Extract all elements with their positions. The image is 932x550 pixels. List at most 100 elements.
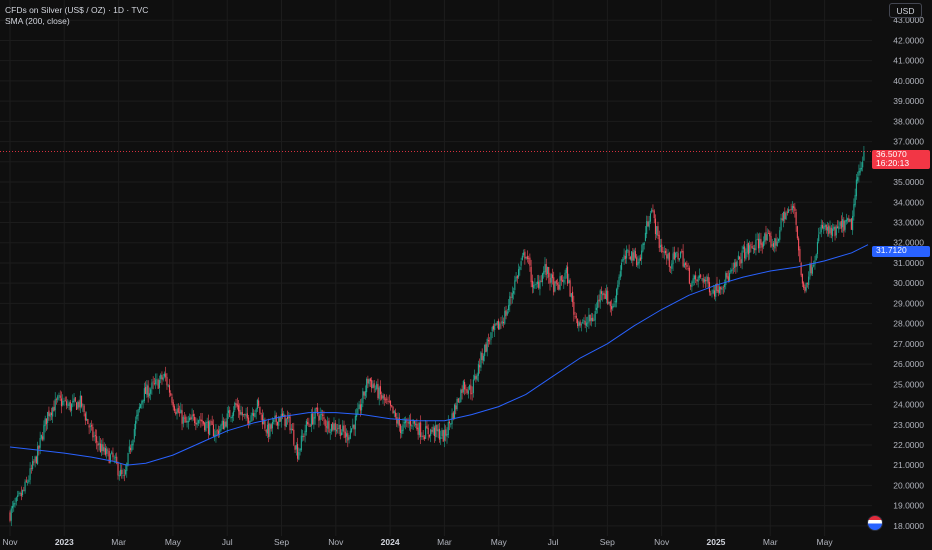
candle-body (847, 218, 849, 221)
candle-body (345, 433, 348, 437)
candle-body (77, 402, 79, 409)
candle-body (382, 395, 384, 399)
candle-body (264, 420, 266, 429)
candle-body (65, 401, 68, 406)
candle-body (466, 389, 468, 393)
candle-body (259, 406, 261, 414)
candle-body (288, 415, 290, 419)
candle-body (165, 373, 167, 378)
candle-body (420, 422, 422, 437)
candle-body (352, 424, 354, 428)
candle-body (411, 425, 413, 427)
candle-body (387, 400, 389, 402)
candle-body (529, 257, 531, 266)
candle-body (130, 447, 132, 451)
last-price-value: 36.5070 (876, 149, 907, 159)
candle-body (35, 456, 37, 464)
candle-body (146, 384, 148, 395)
candle-body (126, 463, 128, 472)
candle-body (480, 352, 482, 368)
us-flag-icon[interactable] (867, 515, 883, 531)
candle-body (128, 446, 130, 452)
sma-indicator-legend[interactable]: SMA (200, close) (5, 16, 70, 26)
candle-body (83, 405, 85, 413)
candle-body (227, 410, 230, 413)
candle-body (602, 293, 604, 296)
candle-body (269, 423, 271, 437)
candle-body (329, 432, 331, 433)
candle-body (119, 469, 122, 476)
candle-body (16, 495, 19, 497)
candle-body (73, 398, 75, 403)
candle-body (13, 503, 15, 507)
candle-body (734, 262, 736, 269)
candle-body (839, 222, 841, 226)
time-axis[interactable]: Nov 2023 Mar May Jul Sep Nov 2024 Mar May Jul Sep No… (2, 537, 833, 547)
x-tick-label: Nov (2, 537, 18, 547)
candle-body (24, 481, 26, 492)
candle-body (268, 423, 270, 438)
candle-body (408, 421, 410, 424)
candle-body (788, 209, 790, 213)
candle-body (305, 420, 307, 433)
candle-body (431, 430, 433, 432)
x-tick-label: Mar (111, 537, 126, 547)
currency-button[interactable]: USD (889, 3, 922, 18)
candle-body (18, 493, 20, 495)
candle-body (829, 226, 831, 233)
candle-body (298, 452, 300, 460)
candle-body (732, 268, 734, 269)
y-tick-label: 42.0000 (893, 35, 924, 45)
candle-body (383, 394, 385, 400)
candle-body (369, 378, 371, 382)
candle-body (668, 252, 670, 267)
candle-body (160, 374, 162, 380)
price-axis[interactable]: 18.0000 19.0000 20.0000 21.0000 22.0000 23.00… (893, 15, 924, 531)
candle-body (107, 449, 109, 451)
sma-line (9, 244, 869, 466)
candle-body (598, 299, 600, 302)
candle-body (448, 421, 451, 424)
candle-body (45, 418, 47, 425)
candle-body (199, 419, 201, 421)
candle-body (484, 344, 486, 356)
candle-body (524, 251, 526, 259)
candle-body (486, 338, 488, 352)
candle-body (330, 424, 333, 432)
candle-body (319, 414, 321, 420)
candle-body (638, 258, 640, 264)
grid-lines (0, 0, 872, 536)
candle-body (764, 233, 766, 242)
candle-body (147, 385, 149, 398)
candle-body (320, 414, 322, 416)
candle-body (23, 489, 25, 491)
candle-body (816, 241, 819, 254)
candle-body (824, 224, 826, 228)
candle-body (248, 417, 250, 424)
candle-body (402, 424, 404, 432)
candle-body (502, 321, 505, 324)
candle-body (168, 385, 171, 393)
candle-body (9, 512, 11, 521)
candle-body (809, 264, 811, 277)
candle-body (735, 262, 737, 267)
candle-body (415, 423, 417, 426)
candle-body (514, 280, 516, 291)
candle-body (556, 283, 559, 285)
candle-body (525, 257, 527, 259)
candle-body (284, 414, 286, 427)
candle-body (692, 278, 694, 283)
candle-body (132, 439, 134, 446)
candle-body (234, 402, 236, 411)
candle-body (157, 379, 159, 389)
symbol-title[interactable]: CFDs on Silver (US$ / OZ) · 1D · TVC (5, 5, 149, 15)
candle-body (749, 245, 751, 254)
candle-body (175, 411, 177, 415)
candle-body (245, 414, 247, 417)
candle-body (671, 263, 673, 269)
candle-body (363, 391, 365, 396)
candle-body (597, 300, 599, 309)
candle-body (225, 421, 227, 427)
